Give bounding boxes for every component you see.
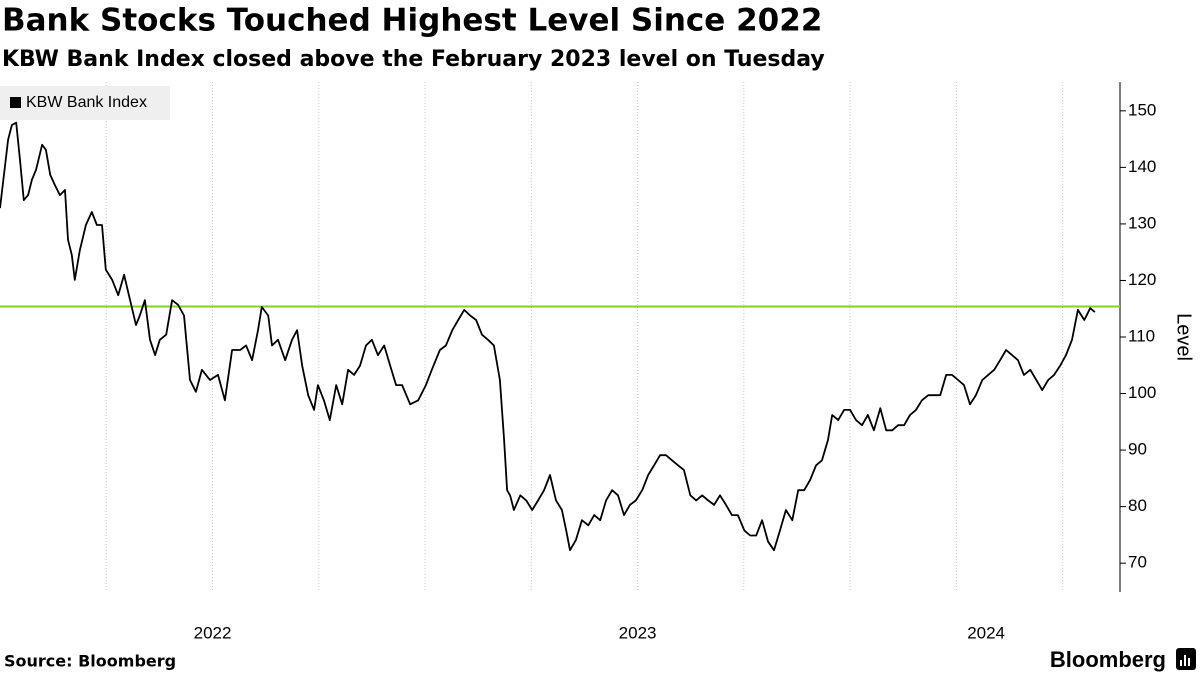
y-tick-label: 130: [1128, 213, 1156, 232]
y-tick-label: 100: [1128, 383, 1156, 402]
y-tick-label: 90: [1128, 440, 1147, 459]
chart-title: Bank Stocks Touched Highest Level Since …: [2, 3, 822, 39]
brand: Bloomberg: [1050, 647, 1166, 672]
y-tick-label: 120: [1128, 270, 1156, 289]
legend-box: [0, 86, 170, 120]
legend-label: KBW Bank Index: [26, 94, 147, 111]
y-tick-label: 150: [1128, 100, 1156, 119]
y-axis-label: Level: [1173, 313, 1195, 361]
x-tick-label: 2023: [619, 623, 657, 642]
y-tick-label: 70: [1128, 553, 1147, 572]
y-tick-label: 140: [1128, 157, 1156, 176]
y-tick-label: 110: [1128, 326, 1155, 345]
y-tick-label: 80: [1128, 496, 1147, 515]
source: Source: Bloomberg: [4, 652, 176, 671]
x-tick-label: 2022: [194, 623, 232, 642]
legend-swatch: [10, 97, 21, 108]
line-series: [0, 121, 1096, 552]
x-tick-label: 2024: [967, 623, 1005, 642]
brand-icon: [1176, 648, 1196, 670]
chart-subtitle: KBW Bank Index closed above the February…: [2, 47, 825, 72]
